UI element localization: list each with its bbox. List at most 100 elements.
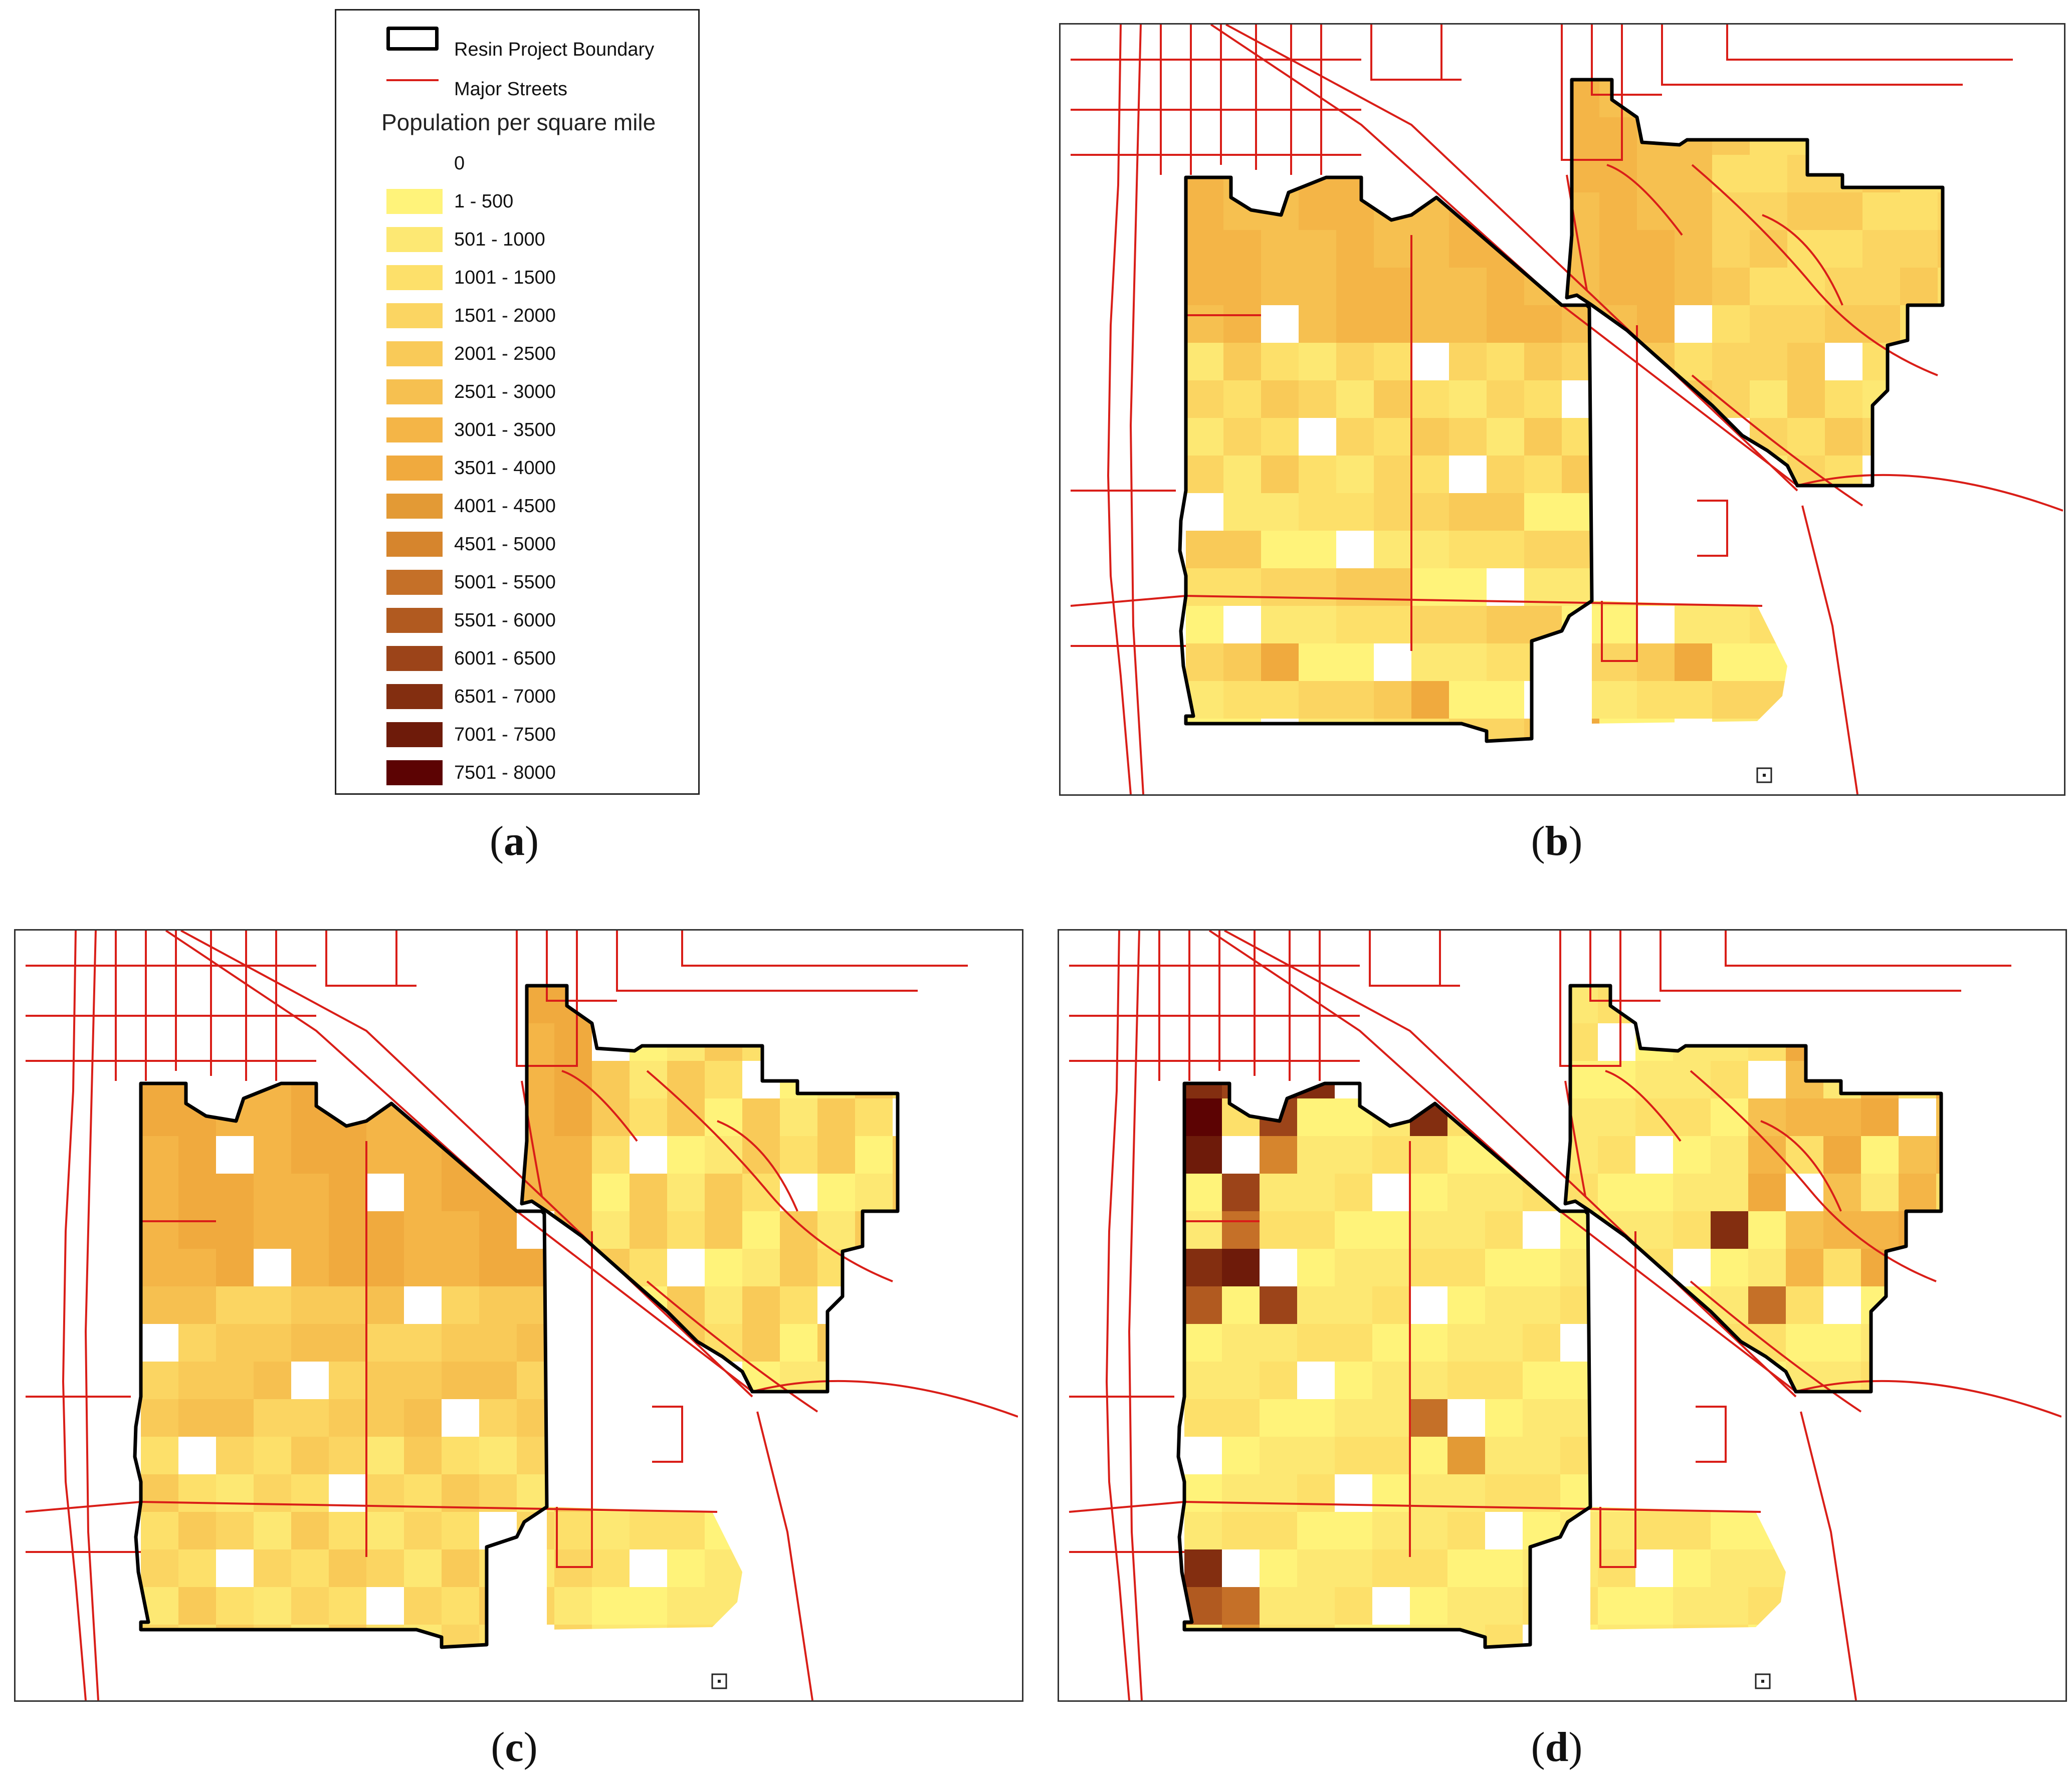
- density-cell: [930, 1474, 968, 1512]
- street-line: [652, 1406, 683, 1463]
- density-cell: [1449, 80, 1487, 118]
- density-cell: [1975, 343, 2013, 381]
- density-cell: [1449, 531, 1487, 569]
- density-cell: [141, 1211, 179, 1249]
- density-cell: [1599, 117, 1637, 155]
- density-cell: [178, 1399, 217, 1437]
- density-cell: [1299, 230, 1337, 268]
- density-cell: [1711, 1399, 1749, 1437]
- density-cell: [254, 1324, 292, 1362]
- density-cell: [1335, 1023, 1373, 1061]
- density-cell: [141, 1286, 179, 1324]
- boundary-outline: [1563, 984, 1943, 1394]
- density-cell: [404, 1399, 442, 1437]
- density-cell: [1560, 1324, 1598, 1362]
- density-cell: [630, 1061, 668, 1099]
- density-cell: [404, 1249, 442, 1287]
- density-cell: [1675, 681, 1713, 719]
- density-cell: [1861, 1549, 1899, 1588]
- density-cell: [216, 1061, 254, 1099]
- street-line: [1661, 25, 1963, 86]
- density-cell: [1598, 1399, 1636, 1437]
- density-cell: [1711, 1362, 1749, 1400]
- caption-a: (a): [490, 818, 539, 864]
- density-cell: [1936, 1437, 1941, 1475]
- density-cell: [1449, 643, 1487, 682]
- density-cell: [1449, 305, 1487, 343]
- density-cell: [329, 1549, 367, 1588]
- density-cell: [1938, 380, 1943, 418]
- density-cell: [1562, 305, 1600, 343]
- density-cell: [1899, 1023, 1937, 1061]
- density-cell: [667, 1587, 705, 1625]
- density-cell: [1598, 1437, 1636, 1475]
- density-cell: [1899, 1174, 1937, 1212]
- density-cell: [1261, 456, 1299, 494]
- density-cell: [1862, 681, 1901, 719]
- density-cell: [780, 1324, 818, 1362]
- density-cell: [1974, 986, 2012, 1024]
- density-cell: [1786, 1286, 1824, 1324]
- density-cell: [1861, 1286, 1899, 1324]
- density-cell: [780, 1286, 818, 1324]
- street-line: [646, 1070, 893, 1282]
- density-cell: [742, 1098, 780, 1137]
- density-cell: [1260, 1136, 1298, 1174]
- map-marker-dot: [1761, 1680, 1764, 1683]
- density-cell: [1562, 380, 1600, 418]
- density-cell: [1449, 456, 1487, 494]
- density-cell: [1938, 681, 1943, 719]
- density-cell: [780, 1098, 818, 1137]
- density-cell: [893, 1362, 898, 1400]
- density-cell: [1487, 343, 1525, 381]
- street-line: [752, 1380, 1018, 1418]
- density-cell: [1675, 192, 1713, 231]
- streets-label: Major Streets: [454, 79, 567, 100]
- density-cell: [366, 1023, 404, 1061]
- density-cell: [442, 1549, 480, 1588]
- density-cell: [1261, 418, 1299, 456]
- density-cell: [1712, 719, 1750, 741]
- density-cell: [1598, 1098, 1636, 1137]
- legend-class-label: 2001 - 2500: [454, 343, 556, 364]
- density-cell: [1523, 1061, 1561, 1099]
- density-cell: [855, 1437, 893, 1475]
- density-cell: [1637, 493, 1675, 531]
- density-cell: [1410, 1136, 1448, 1174]
- density-cell: [1186, 493, 1224, 531]
- legend-class-label: 5001 - 5500: [454, 572, 556, 593]
- density-cell: [442, 1587, 480, 1625]
- density-cell: [1936, 1324, 1941, 1362]
- density-cell: [1936, 1474, 1941, 1512]
- density-cell: [254, 1023, 292, 1061]
- density-cell: [1336, 681, 1374, 719]
- density-cell: [705, 1399, 743, 1437]
- density-cell: [1410, 1362, 1448, 1400]
- density-cell: [1299, 305, 1337, 343]
- density-cell: [216, 1324, 254, 1362]
- density-cell: [1449, 606, 1487, 644]
- density-cell: [1184, 1474, 1222, 1512]
- density-cell: [1560, 1211, 1598, 1249]
- density-cell: [1297, 1474, 1335, 1512]
- density-cell: [1297, 1249, 1335, 1287]
- density-cell: [855, 1474, 893, 1512]
- density-cell: [1862, 380, 1901, 418]
- density-cell: [1374, 80, 1412, 118]
- legend-swatch: [386, 265, 443, 290]
- density-cell: [517, 1023, 555, 1061]
- density-cell: [1599, 643, 1637, 682]
- density-cell: [1711, 1023, 1749, 1061]
- density-cell: [1485, 1625, 1523, 1647]
- density-cell: [1787, 192, 1825, 231]
- density-cell: [1635, 1174, 1674, 1212]
- density-cell: [592, 1249, 630, 1287]
- density-cell: [1523, 1324, 1561, 1362]
- legend-swatch: [386, 570, 443, 595]
- density-cell: [855, 1549, 893, 1588]
- street-line: [1591, 25, 1662, 96]
- density-cell: [1485, 1249, 1523, 1287]
- density-cell: [1336, 418, 1374, 456]
- density-cell: [1411, 681, 1449, 719]
- density-cell: [1410, 1549, 1448, 1588]
